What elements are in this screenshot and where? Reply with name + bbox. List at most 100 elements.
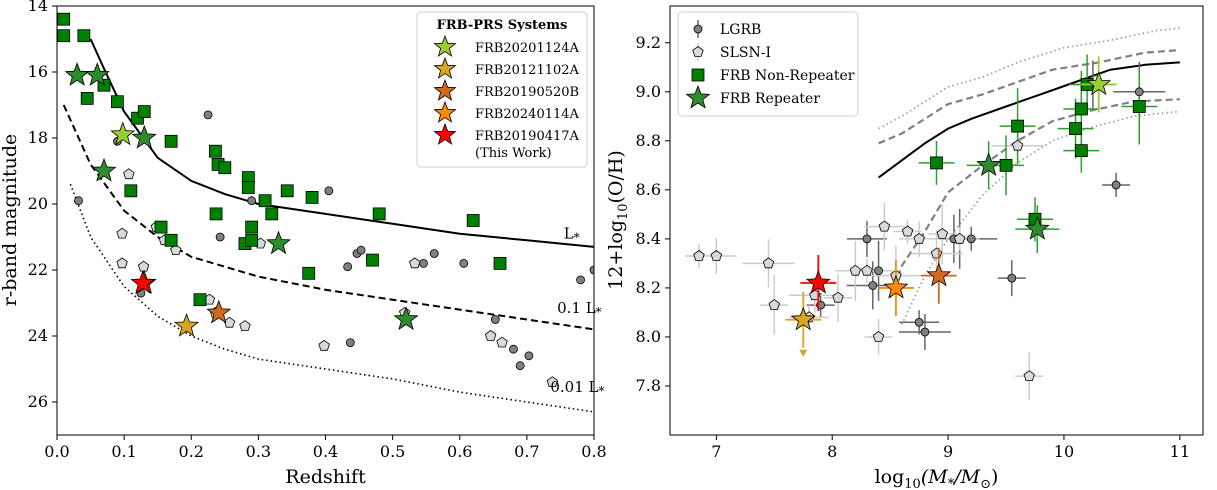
x-axis-label-slash: /M <box>952 466 980 488</box>
data-point <box>936 228 948 239</box>
curve-label-sub: * <box>596 305 602 319</box>
plot-area <box>684 27 1180 401</box>
data-point <box>966 234 976 244</box>
data-point <box>280 184 294 198</box>
data-point <box>693 250 705 261</box>
reference-curve-001L <box>69 183 594 413</box>
data-point <box>215 232 225 242</box>
data-point <box>193 293 207 307</box>
x-tick-label: 0.6 <box>447 442 472 461</box>
y-tick-label: 9.2 <box>636 33 661 52</box>
data-point <box>154 220 168 234</box>
plot-area <box>57 12 594 413</box>
legend-star-FRB20201124A <box>433 34 457 57</box>
data-point <box>247 196 257 206</box>
curve-label-sub: * <box>599 384 605 398</box>
data-point <box>1111 180 1121 190</box>
data-point <box>356 245 366 255</box>
data-point <box>164 233 178 247</box>
legend-marker-LGRB <box>693 24 703 34</box>
data-point <box>324 186 334 196</box>
right-chart-mass-metallicity: 7 8 9 10 117.88.08.28.48.68.89.09.2log10(M*/… <box>605 5 1204 490</box>
data-point <box>976 152 1002 177</box>
series-frb-repeater <box>64 62 419 331</box>
data-point <box>64 62 90 86</box>
highlight-star-FRB20121102A <box>174 312 200 337</box>
series-slsn-i <box>116 168 559 387</box>
data-point <box>1134 87 1144 97</box>
data-point <box>124 184 138 198</box>
x-tick-label: 11 <box>1170 442 1190 461</box>
legend-label-FRB20201124A: FRB20201124A <box>475 41 580 56</box>
x-tick-label: 0.8 <box>581 442 606 461</box>
data-point <box>57 29 71 43</box>
legend-title: FRB-PRS Systems <box>437 18 568 33</box>
data-point <box>484 330 497 341</box>
data-point <box>318 339 330 351</box>
data-point <box>241 181 255 194</box>
data-point <box>239 320 251 331</box>
data-point <box>999 158 1013 172</box>
data-point <box>768 299 780 310</box>
highlight-star-FRB20201124A <box>110 121 136 146</box>
data-point <box>710 250 723 261</box>
data-point <box>266 230 291 255</box>
data-point <box>111 95 124 109</box>
data-point <box>1069 122 1082 135</box>
data-point <box>490 315 500 324</box>
data-point <box>419 258 428 268</box>
data-point <box>258 194 272 208</box>
data-point <box>116 227 128 239</box>
data-point <box>862 234 872 244</box>
curve-label: L* <box>564 225 580 245</box>
data-point <box>832 291 844 303</box>
curve-label: 0.01 L* <box>550 378 604 398</box>
reference-curve-3 <box>878 27 1180 130</box>
data-point <box>1023 370 1035 381</box>
series-slsn-i <box>693 139 1035 381</box>
highlight-star-FRB20240114A <box>883 274 909 299</box>
data-point <box>343 262 353 272</box>
reference-curve-0 <box>878 61 1180 179</box>
y-tick-label: 26 <box>28 392 48 411</box>
x-axis-label: Redshift <box>285 466 366 488</box>
data-point <box>372 207 386 221</box>
x-axis-label-mass: (M <box>921 466 948 488</box>
legend-star-FRB20190520B <box>433 78 457 101</box>
reference-curve-01L <box>62 104 594 331</box>
data-point <box>930 156 943 170</box>
data-point <box>302 266 316 280</box>
curve-label-sub: * <box>574 231 580 245</box>
x-tick-label: 0.7 <box>514 442 539 461</box>
legend-marker-FRB Non-Repeater <box>691 68 705 82</box>
data-point <box>1074 102 1088 116</box>
data-point <box>546 376 559 387</box>
x-tick-label: 10 <box>1054 442 1074 461</box>
data-point <box>913 232 925 244</box>
data-point <box>393 306 419 331</box>
data-point <box>466 214 480 227</box>
x-tick-label: 0.1 <box>111 442 136 461</box>
data-point <box>74 196 83 206</box>
legend-label-LGRB: LGRB <box>720 22 761 38</box>
data-point <box>409 257 421 269</box>
axes-frame <box>669 5 1204 436</box>
highlight-star-FRB20190417A <box>805 269 831 294</box>
y-tick-label: 8.2 <box>636 278 661 297</box>
x-tick-label: 9 <box>943 442 953 461</box>
data-point <box>914 317 924 327</box>
y-axis-label: 12+log10(O/H) <box>605 150 631 290</box>
legend-label-FRB20190520B: FRB20190520B <box>475 85 579 100</box>
x-axis-label-star: * <box>948 477 955 490</box>
data-point <box>77 29 91 43</box>
y-axis-label: r-band magnitude <box>0 134 21 307</box>
data-point <box>116 257 128 269</box>
data-point <box>218 161 232 175</box>
data-point <box>930 247 943 259</box>
y-axis-label-b: (O/H) <box>605 150 627 203</box>
legend-marker-FRB Repeater <box>685 84 711 109</box>
series-frb-non-repeater <box>57 12 507 307</box>
y-tick-label: 16 <box>28 62 48 81</box>
data-point <box>305 190 319 204</box>
highlight-star-FRB20190520B <box>926 262 952 287</box>
